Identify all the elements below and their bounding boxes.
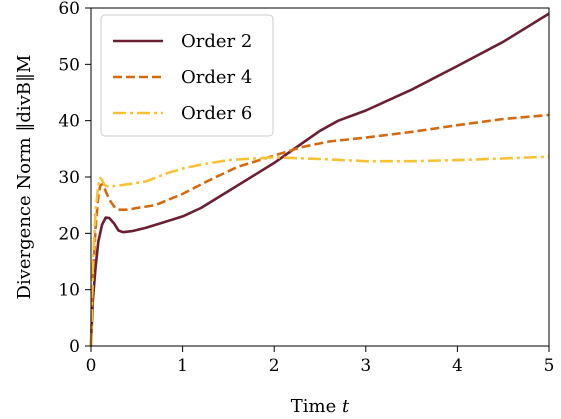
x-tick-label: 0: [86, 356, 97, 376]
y-axis-ticks: 0 10 20 30 40 50 60: [58, 0, 91, 357]
x-tick-label: 3: [360, 356, 371, 376]
y-tick-label: 10: [58, 281, 80, 301]
y-tick-label: 30: [58, 168, 80, 188]
x-tick-label: 2: [269, 356, 280, 376]
x-tick-label: 1: [177, 356, 188, 376]
x-axis-label-text: Time: [291, 396, 342, 417]
plot-lines: [89, 12, 550, 347]
y-tick-label: 0: [69, 337, 80, 357]
legend-label-3: Order 6: [181, 103, 252, 124]
legend: Order 2 Order 4 Order 6: [100, 14, 274, 137]
x-axis-label: Time t: [291, 396, 350, 417]
legend-label-2: Order 4: [181, 67, 252, 88]
series-line-3: [89, 155, 550, 347]
legend-label-1: Order 2: [181, 31, 252, 52]
x-axis-label-variable: t: [342, 396, 350, 417]
y-axis-label: Divergence Norm ‖divB‖M: [14, 55, 35, 300]
series-line-1: [89, 12, 550, 347]
x-axis-ticks: 0 1 2 3 4 5: [86, 346, 555, 376]
y-tick-label: 40: [58, 112, 80, 132]
y-tick-label: 20: [58, 224, 80, 244]
x-tick-label: 5: [544, 356, 555, 376]
legend-box: [100, 14, 274, 137]
x-tick-label: 4: [452, 356, 463, 376]
series-line-2: [89, 113, 550, 347]
y-tick-label: 50: [58, 55, 80, 75]
y-tick-label: 60: [58, 0, 80, 19]
